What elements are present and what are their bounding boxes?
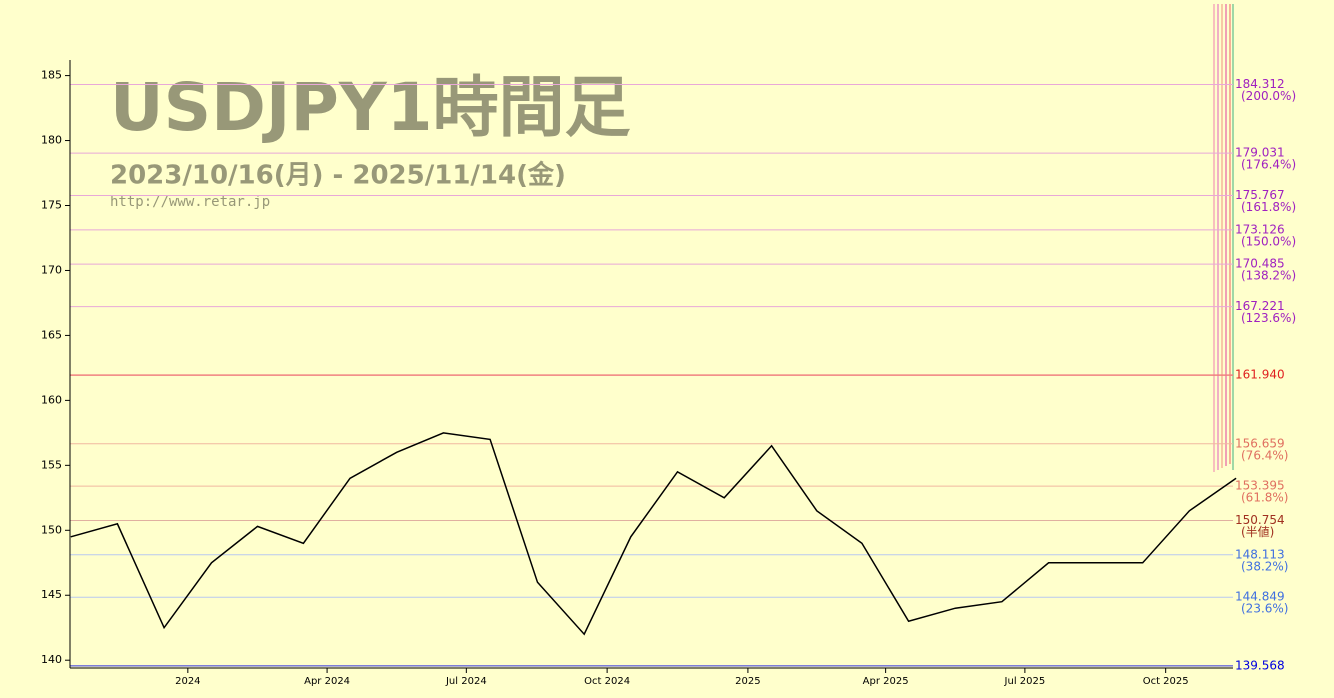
y-tick-label: 165 [41, 328, 62, 341]
level-label: 148.113 [1235, 547, 1285, 561]
level-label: 144.849 [1235, 590, 1285, 604]
y-tick-label: 180 [41, 134, 62, 147]
y-tick-label: 175 [41, 199, 62, 212]
level-ratio: (61.8%) [1241, 491, 1288, 505]
url: http://www.retar.jp [110, 194, 270, 210]
level-ratio: (176.4%) [1241, 158, 1296, 172]
level-ratio: (200.0%) [1241, 89, 1296, 103]
x-tick-label: Oct 2024 [584, 676, 630, 687]
y-tick-label: 155 [41, 458, 62, 471]
y-tick-label: 160 [41, 393, 62, 406]
level-label: 156.659 [1235, 436, 1285, 450]
title: USDJPY1時間足 [110, 69, 631, 146]
level-label: 139.568 [1235, 658, 1285, 672]
level-label: 153.395 [1235, 479, 1285, 493]
y-tick-label: 140 [41, 653, 62, 666]
y-tick-label: 145 [41, 588, 62, 601]
level-label: 161.940 [1235, 368, 1285, 382]
x-tick-label: Apr 2024 [304, 676, 350, 687]
level-ratio: (38.2%) [1241, 559, 1288, 573]
level-label: 173.126 [1235, 222, 1285, 236]
level-label: 184.312 [1235, 77, 1285, 91]
x-tick-label: Jul 2025 [1004, 676, 1046, 687]
price-line [70, 432, 1237, 636]
subtitle: 2023/10/16(月) - 2025/11/14(金) [110, 160, 566, 191]
y-tick-label: 170 [41, 263, 62, 276]
level-label: 175.767 [1235, 188, 1285, 202]
level-ratio: (76.4%) [1241, 448, 1288, 462]
level-ratio: (23.6%) [1241, 602, 1288, 616]
fib-verticals [1213, 4, 1234, 472]
level-ratio: (161.8%) [1241, 200, 1296, 214]
x-tick-label: Oct 2025 [1143, 676, 1189, 687]
level-label: 150.754 [1235, 513, 1285, 527]
level-ratio: (150.0%) [1241, 234, 1296, 248]
level-ratio: (123.6%) [1241, 311, 1296, 325]
level-ratio: (138.2%) [1241, 269, 1296, 283]
level-label: 170.485 [1235, 257, 1285, 271]
x-tick-label: 2025 [735, 676, 760, 687]
x-tick-label: Apr 2025 [863, 676, 909, 687]
y-tick-label: 185 [41, 69, 62, 82]
y-tick-label: 150 [41, 523, 62, 536]
x-tick-label: Jul 2024 [445, 676, 487, 687]
level-label: 167.221 [1235, 299, 1285, 313]
level-label: 179.031 [1235, 146, 1285, 160]
level-ratio: (半値) [1241, 524, 1274, 539]
x-tick-label: 2024 [175, 676, 200, 687]
